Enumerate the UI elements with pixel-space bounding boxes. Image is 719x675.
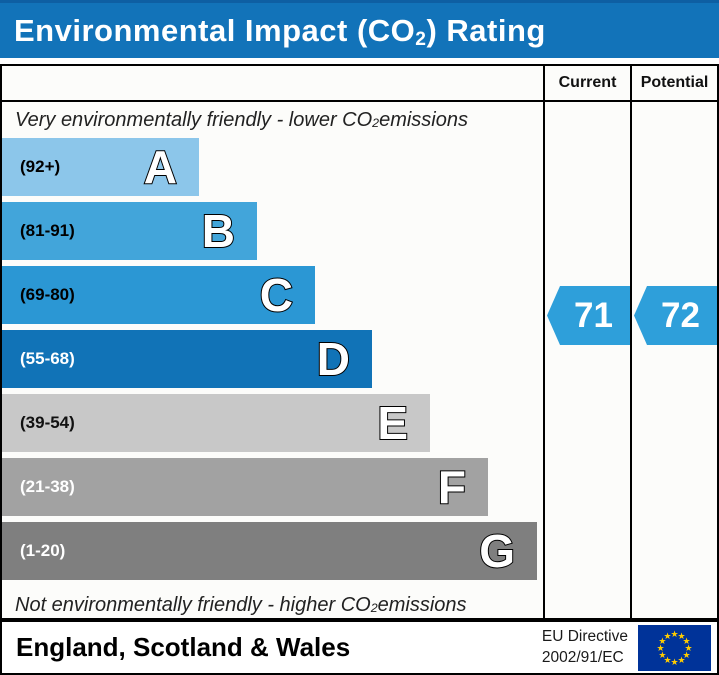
band-d-range: (55-68) [20,349,75,368]
svg-text:★: ★ [656,644,664,654]
band-g-range: (1-20) [20,541,66,560]
current-rating-cell: 71 [543,102,630,618]
eu-flag-icon: ★ ★ ★ ★ ★ ★ ★ ★ ★ ★ ★ ★ [638,624,711,671]
potential-rating-value: 72 [661,295,700,335]
svg-text:★: ★ [658,637,666,647]
rating-grid: Current Potential Very environmentally f… [2,66,717,618]
current-rating-arrow: 71 [547,286,630,345]
band-c-letter: C [259,269,294,321]
svg-text:★: ★ [663,656,671,666]
svg-text:★: ★ [684,644,692,654]
svg-text:★: ★ [658,651,666,661]
band-g-letter: G [478,525,516,577]
band-b-letter: B [201,205,236,257]
page-title: Environmental Impact (CO2) Rating [14,12,546,51]
band-e: (39-54) E [2,394,430,452]
svg-text:★: ★ [683,651,691,661]
band-d: (55-68) D [2,330,372,388]
title-text-end: ) Rating [426,12,546,48]
band-a-range: (92+) [20,157,61,176]
region-label: England, Scotland & Wales [16,632,351,662]
band-a-letter: A [143,141,178,193]
band-b: (81-91) B [2,202,257,260]
band-c: (69-80) C [2,266,315,324]
svg-text:★: ★ [677,656,685,666]
band-f-letter: F [437,461,467,513]
svg-text:★: ★ [683,637,691,647]
header-empty-cell [2,66,543,102]
bands-area: Very environmentally friendly - lower CO… [2,102,543,618]
title-subscript: 2 [415,29,427,51]
title-bar: Environmental Impact (CO2) Rating [0,0,719,58]
column-header-potential: Potential [630,66,717,102]
svg-text:★: ★ [670,658,678,668]
svg-text:★: ★ [663,631,671,641]
eu-directive-label: EU Directive 2002/91/EC [541,628,628,666]
rating-table: Current Potential Very environmentally f… [0,64,719,620]
band-f: (21-38) F [2,458,488,516]
band-a: (92+) A [2,138,199,196]
title-text: Environmental Impact (CO [14,12,416,48]
bottom-scale-label: Not environmentally friendly - higher CO… [15,593,467,616]
band-g: (1-20) G [2,522,537,580]
footer: England, Scotland & Wales EU Directive 2… [0,620,719,675]
band-d-letter: D [316,333,351,385]
current-rating-value: 71 [574,295,613,335]
svg-text:★: ★ [677,631,685,641]
band-f-range: (21-38) [20,477,75,496]
band-c-range: (69-80) [20,285,75,304]
svg-text:★: ★ [670,630,678,640]
band-e-range: (39-54) [20,413,75,432]
band-e-letter: E [376,397,409,449]
top-scale-label: Very environmentally friendly - lower CO… [15,108,468,131]
band-b-range: (81-91) [20,221,75,240]
potential-rating-cell: 72 [630,102,717,618]
column-header-current: Current [543,66,630,102]
potential-rating-arrow: 72 [634,286,717,345]
